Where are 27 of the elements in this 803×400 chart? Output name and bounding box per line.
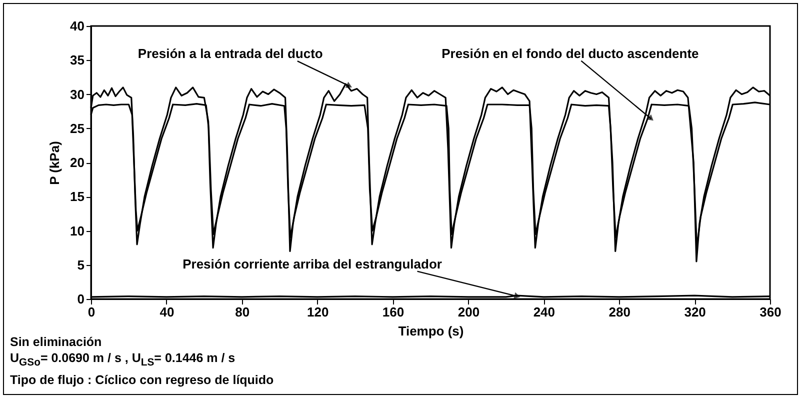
annotation: Presión en el fondo del ducto ascendente — [442, 46, 699, 61]
y-tick-label: 35 — [70, 52, 84, 68]
x-tick-label: 80 — [235, 304, 250, 320]
y-tick-label: 10 — [70, 223, 84, 238]
x-tick-label: 240 — [533, 304, 556, 320]
annotation: Presión corriente arriba del estrangulador — [182, 256, 442, 272]
text: Tipo de flujo : Cíclico con regreso de líquido — [10, 372, 274, 388]
y-tick-label: 40 — [70, 18, 84, 34]
text: Sin eliminación — [10, 334, 103, 350]
y-tick-label: 15 — [70, 189, 84, 204]
x-tick-label: 280 — [608, 304, 630, 320]
x-tick-label: 120 — [306, 304, 329, 320]
x-tick-label: 40 — [160, 304, 174, 320]
y-tick-label: 5 — [77, 257, 84, 272]
x-tick-label: 360 — [760, 304, 782, 320]
x-tick-label: 320 — [684, 304, 706, 320]
y-tick-label: 0 — [77, 292, 84, 306]
x-tick-label: 160 — [382, 304, 404, 320]
y-tick-label: 25 — [70, 120, 84, 136]
annotation: Presión a la entrada del ducto — [138, 46, 323, 62]
x-tick-label: 0 — [88, 304, 96, 320]
x-tick-label: 200 — [458, 304, 480, 320]
y-tick-label: 20 — [70, 155, 84, 170]
y-axis-title: P (kPa) — [47, 141, 62, 185]
text: U$_{GSo}$= 0.0690 m / s , U$_{LS}$= 0.1446 m / s — [10, 350, 236, 370]
x-axis-title: Tiempo (s) — [398, 324, 464, 338]
y-tick-label: 30 — [70, 86, 84, 102]
